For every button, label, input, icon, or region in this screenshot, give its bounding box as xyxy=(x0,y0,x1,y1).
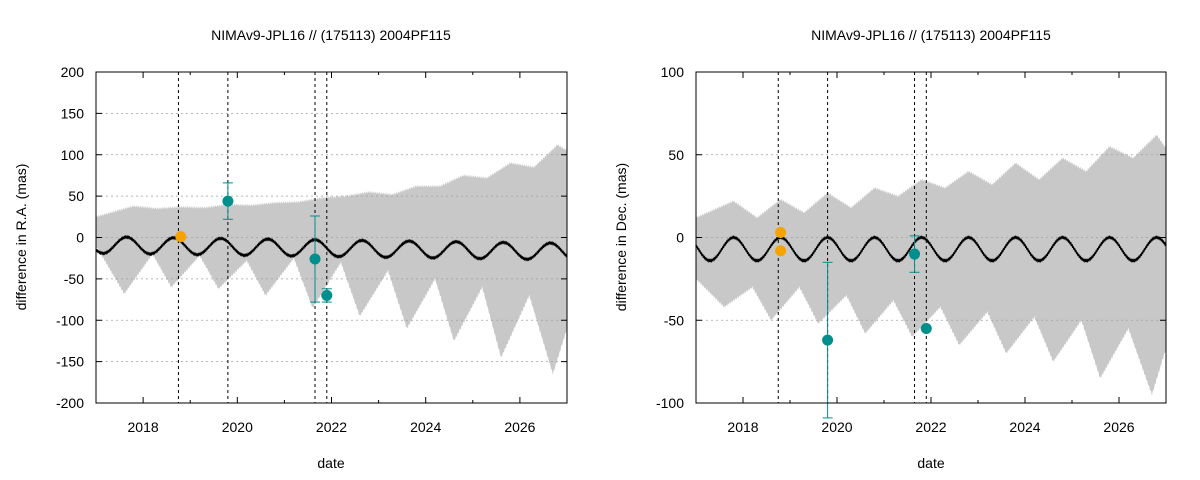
chart-dec-ephemeris-line xyxy=(695,235,1167,263)
chart-dec-title: NIMAv9-JPL16 // (175113) 2004PF115 xyxy=(811,27,1051,43)
chart-dec-uncertainty-band xyxy=(696,134,1166,396)
chart-ra-y-tick-label: 0 xyxy=(76,230,84,246)
chart-ra: NIMAv9-JPL16 // (175113) 2004PF115 date … xyxy=(13,27,568,471)
chart-dec-x-axis-title: date xyxy=(917,455,944,471)
chart-dec-y-tick-label: 50 xyxy=(668,147,684,163)
chart-ra-uncertainty-band xyxy=(96,144,567,376)
chart-dec-x-tick-label: 2020 xyxy=(821,419,852,435)
chart-dec-x-tick-label: 2022 xyxy=(915,419,946,435)
chart-ra-y-tick-label: 50 xyxy=(68,188,84,204)
chart-ra-x-tick-label: 2024 xyxy=(410,419,441,435)
chart-ra-ephemeris-line xyxy=(95,234,568,262)
chart-ra-y-tick-label: -150 xyxy=(56,354,84,370)
chart-ra-data-point xyxy=(222,195,234,207)
chart-dec-data-point xyxy=(920,323,932,335)
chart-ra-x-tick-label: 2018 xyxy=(128,419,159,435)
chart-dec-y-axis-title: difference in Dec. (mas) xyxy=(613,163,629,311)
chart-dec-data-point xyxy=(822,334,834,346)
chart-dec-x-tick-label: 2024 xyxy=(1009,419,1040,435)
chart-ra-y-tick-label: -200 xyxy=(56,395,84,411)
chart-ra-data-point xyxy=(175,231,187,243)
chart-dec-y-tick-label: 100 xyxy=(661,64,685,80)
chart-dec-plot-area: -100 -50 0 50 100 2018 2020 2022 2024 2026 xyxy=(656,64,1167,435)
chart-ra-y-tick-label: 100 xyxy=(61,147,85,163)
chart-dec-x-tick-label: 2018 xyxy=(727,419,758,435)
chart-ra-y-tick-label: 150 xyxy=(61,105,85,121)
chart-dec-x-tick-label: 2026 xyxy=(1103,419,1134,435)
chart-dec: NIMAv9-JPL16 // (175113) 2004PF115 date … xyxy=(613,27,1167,471)
chart-dec-y-tick-label: -100 xyxy=(656,395,684,411)
chart-dec-y-tick-label: -50 xyxy=(664,312,684,328)
chart-dec-data-point xyxy=(775,227,787,239)
chart-ra-y-tick-label: -50 xyxy=(64,271,84,287)
chart-ra-y-tick-label: -100 xyxy=(56,312,84,328)
chart-dec-y-tick-label: 0 xyxy=(676,230,684,246)
chart-ra-plot-area: -200 -150 -100 -50 0 50 100 150 200 2018 2020 2022 2… xyxy=(56,64,568,435)
chart-ra-y-tick-label: 200 xyxy=(61,64,85,80)
chart-ra-x-tick-label: 2026 xyxy=(504,419,535,435)
chart-dec-data-point xyxy=(775,245,787,257)
chart-dec-data-point xyxy=(909,248,921,260)
chart-ra-title: NIMAv9-JPL16 // (175113) 2004PF115 xyxy=(211,27,451,43)
chart-ra-x-tick-label: 2020 xyxy=(222,419,253,435)
chart-ra-data-point xyxy=(309,253,321,265)
chart-ra-x-axis-title: date xyxy=(317,455,344,471)
chart-ra-data-point xyxy=(321,289,333,301)
chart-ra-y-axis-title: difference in R.A. (mas) xyxy=(13,164,29,311)
chart-ra-x-tick-label: 2022 xyxy=(316,419,347,435)
